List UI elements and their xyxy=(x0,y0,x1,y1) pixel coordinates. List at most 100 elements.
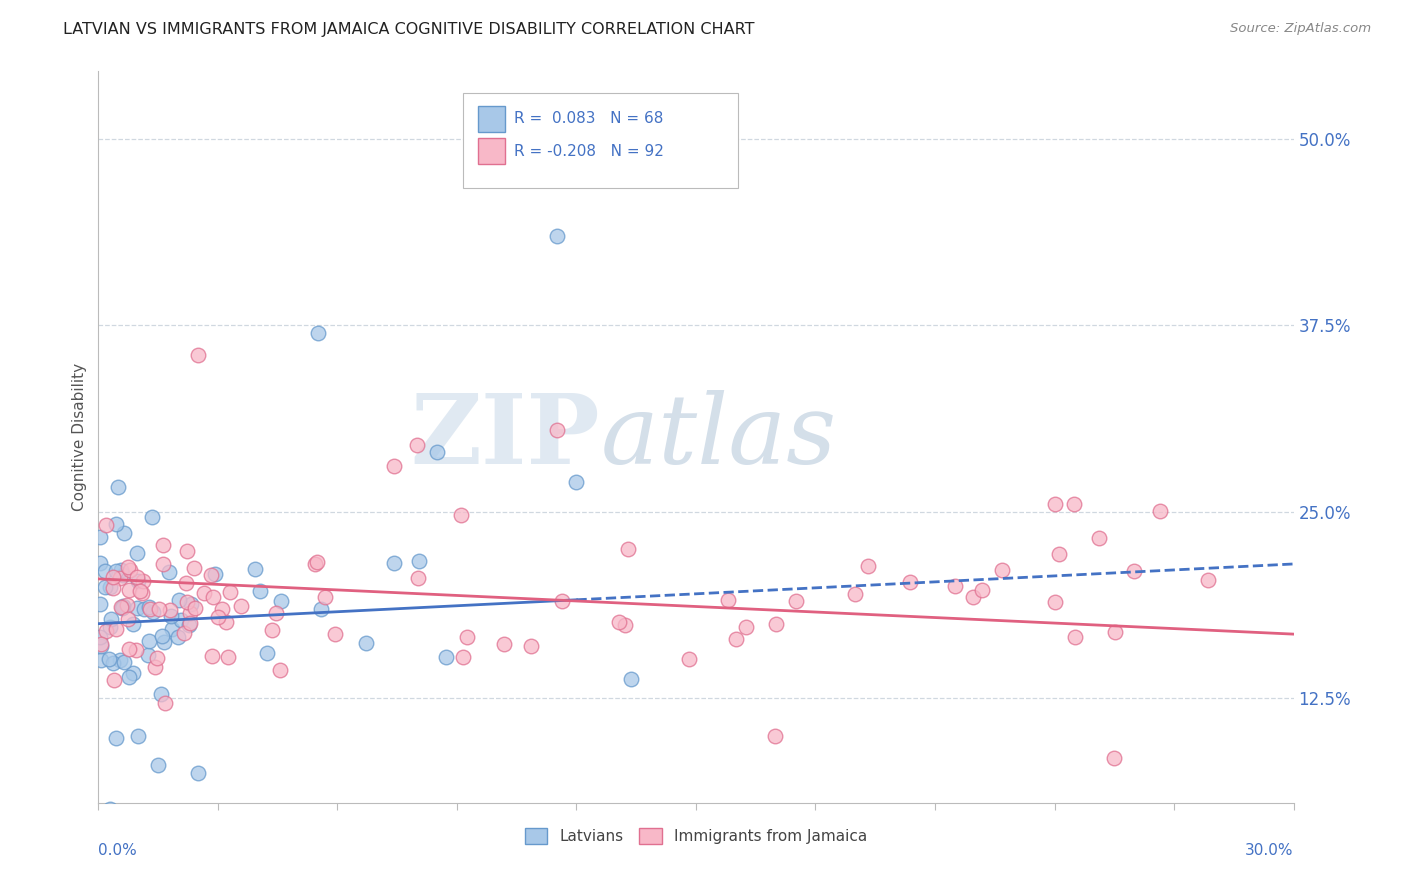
Point xyxy=(107,480,129,494)
Point xyxy=(546,228,568,243)
Point xyxy=(100,620,122,634)
Point xyxy=(143,660,166,674)
Point xyxy=(160,609,183,624)
Point xyxy=(112,568,135,582)
Point xyxy=(90,639,112,653)
Point xyxy=(104,622,127,636)
Point xyxy=(201,649,224,664)
Point xyxy=(1049,547,1071,561)
Point xyxy=(103,582,125,596)
Point xyxy=(162,622,184,636)
Point xyxy=(127,600,149,615)
Point xyxy=(159,602,181,616)
Point xyxy=(125,643,148,657)
Point xyxy=(150,687,173,701)
Point xyxy=(1104,624,1126,639)
Point xyxy=(962,590,984,604)
Point xyxy=(104,564,127,578)
Point xyxy=(565,475,588,489)
Point xyxy=(900,574,922,589)
Point xyxy=(101,570,124,584)
Point xyxy=(179,615,201,630)
Point xyxy=(125,546,148,560)
Point xyxy=(89,597,111,611)
Point xyxy=(136,648,159,662)
Point xyxy=(152,538,174,552)
Point xyxy=(617,542,640,557)
Point xyxy=(108,571,131,585)
Point xyxy=(115,599,138,613)
Point xyxy=(176,544,198,558)
Point xyxy=(408,554,430,568)
Point xyxy=(943,579,966,593)
Point xyxy=(551,593,574,607)
Point xyxy=(262,623,284,637)
Point xyxy=(607,615,630,629)
Point xyxy=(117,582,139,597)
Point xyxy=(89,556,111,570)
Point xyxy=(844,587,866,601)
Point xyxy=(450,508,472,523)
Point xyxy=(217,650,239,665)
Point xyxy=(354,635,377,649)
Point xyxy=(735,620,758,634)
Point xyxy=(1104,751,1126,765)
Point xyxy=(117,560,139,574)
Point xyxy=(176,575,198,590)
Point xyxy=(183,561,205,575)
Text: 30.0%: 30.0% xyxy=(1246,843,1294,858)
Point xyxy=(1043,595,1066,609)
Text: ZIP: ZIP xyxy=(411,390,600,484)
Point xyxy=(256,646,278,660)
Point xyxy=(176,595,198,609)
Point xyxy=(187,766,209,780)
Point xyxy=(117,641,139,656)
Point xyxy=(118,563,141,577)
Point xyxy=(112,599,135,614)
Point xyxy=(243,562,266,576)
Point xyxy=(406,571,429,585)
Point xyxy=(314,591,336,605)
Point xyxy=(763,729,786,743)
Point xyxy=(207,610,229,624)
Point xyxy=(167,630,190,644)
Point xyxy=(169,613,191,627)
Point xyxy=(153,634,176,648)
Point xyxy=(89,530,111,544)
Point xyxy=(204,566,226,581)
Y-axis label: Cognitive Disability: Cognitive Disability xyxy=(72,363,87,511)
Point xyxy=(494,637,516,651)
Point xyxy=(307,326,329,340)
Point xyxy=(111,599,134,613)
Point xyxy=(103,656,125,670)
Point xyxy=(148,758,170,772)
Point xyxy=(110,563,132,577)
Point xyxy=(1063,497,1085,511)
Point xyxy=(269,663,291,677)
Text: LATVIAN VS IMMIGRANTS FROM JAMAICA COGNITIVE DISABILITY CORRELATION CHART: LATVIAN VS IMMIGRANTS FROM JAMAICA COGNI… xyxy=(63,22,755,37)
Point xyxy=(451,650,474,665)
Point xyxy=(145,651,167,665)
Point xyxy=(118,669,141,683)
Point xyxy=(89,630,111,644)
Point xyxy=(215,615,238,630)
Point xyxy=(132,602,155,616)
Point xyxy=(1064,630,1087,644)
Point xyxy=(765,616,787,631)
Point xyxy=(97,652,120,666)
Point xyxy=(270,594,292,608)
Point xyxy=(111,601,134,615)
Point xyxy=(406,437,429,451)
Text: Source: ZipAtlas.com: Source: ZipAtlas.com xyxy=(1230,22,1371,36)
Point xyxy=(426,445,449,459)
Point xyxy=(229,599,252,613)
Point xyxy=(201,590,224,604)
Point xyxy=(724,632,747,646)
Point xyxy=(90,637,112,651)
Point xyxy=(100,612,122,626)
Point xyxy=(716,592,738,607)
Point xyxy=(1149,503,1171,517)
Text: atlas: atlas xyxy=(600,390,837,484)
Point xyxy=(304,557,326,571)
Point xyxy=(546,423,568,437)
